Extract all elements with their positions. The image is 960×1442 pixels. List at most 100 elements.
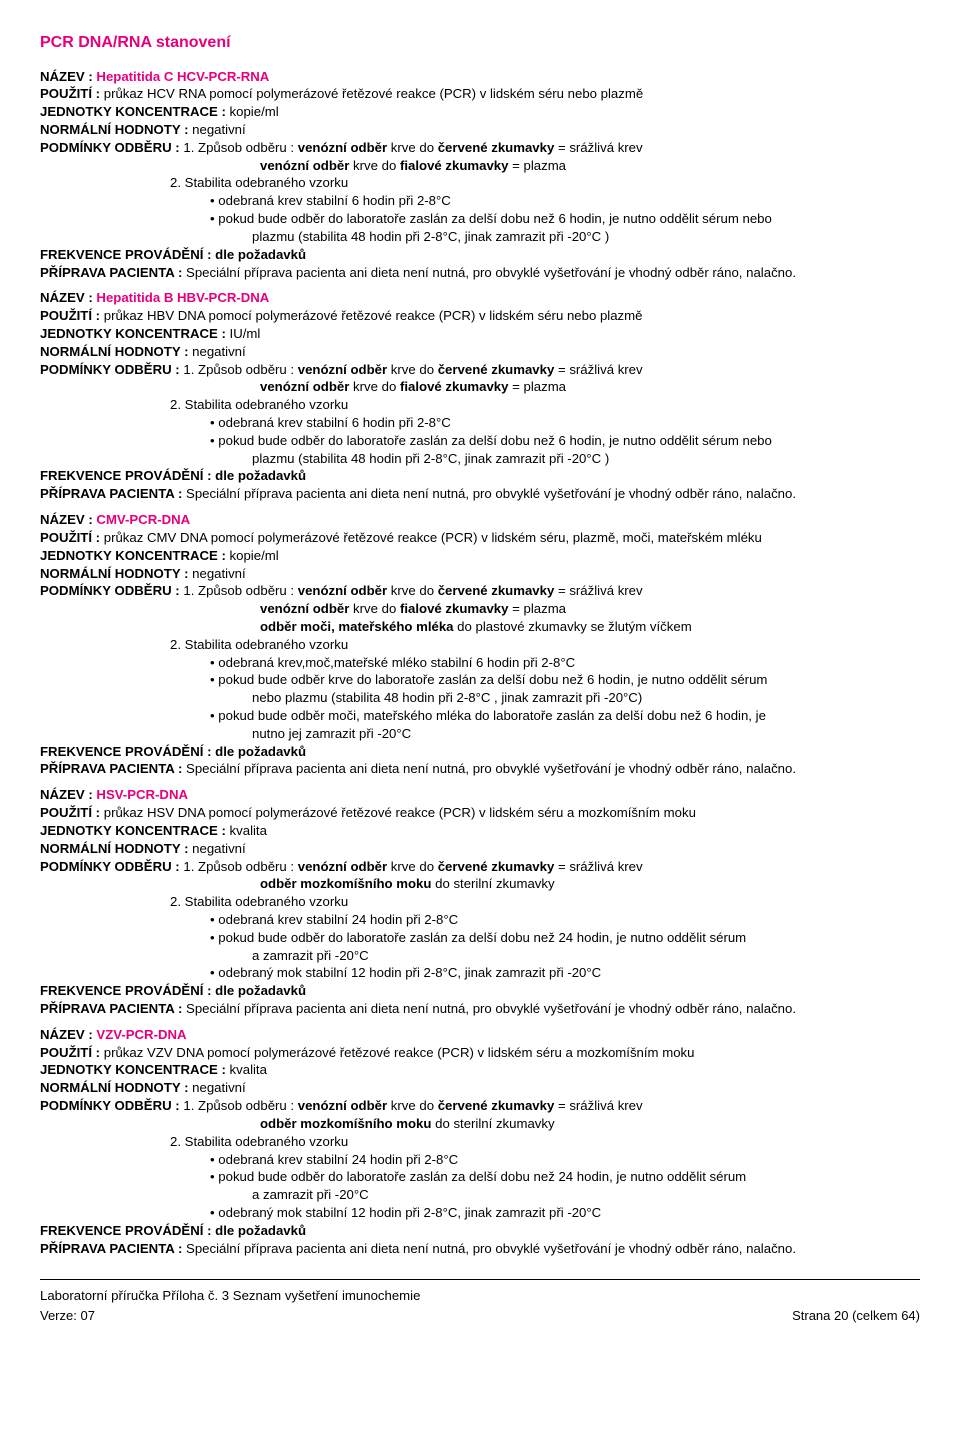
cervena3: = srážlivá krev xyxy=(554,140,642,155)
label-jednotky: JEDNOTKY KONCENTRACE : xyxy=(40,823,226,838)
nazev-cmv: CMV-PCR-DNA xyxy=(96,512,190,527)
label-pouziti: POUŽITÍ : xyxy=(40,1045,100,1060)
entry-vzv: NÁZEV : VZV-PCR-DNA POUŽITÍ : průkaz VZV… xyxy=(40,1026,920,1258)
moci-tail: do plastové zkumavky se žlutým víčkem xyxy=(454,619,692,634)
entry-hsv: NÁZEV : HSV-PCR-DNA POUŽITÍ : průkaz HSV… xyxy=(40,786,920,1018)
label-priprava: PŘÍPRAVA PACIENTA : xyxy=(40,486,182,501)
stabilita-hbv: 2. Stabilita odebraného vzorku xyxy=(40,396,920,414)
fialova3: = plazma xyxy=(508,601,566,616)
vzv-bul3: odebraný mok stabilní 12 hodin při 2-8°C… xyxy=(40,1204,920,1222)
mok-tail: do sterilní zkumavky xyxy=(431,876,554,891)
cervena3: = srážlivá krev xyxy=(554,362,642,377)
priprava-hbv: Speciální příprava pacienta ani dieta ne… xyxy=(186,486,796,501)
nazev-hcv: Hepatitida C HCV-PCR-RNA xyxy=(96,69,269,84)
stabilita-cmv: 2. Stabilita odebraného vzorku xyxy=(40,636,920,654)
pouziti-hbv: průkaz HBV DNA pomocí polymerázové řetěz… xyxy=(104,308,643,323)
fialova2: fialové zkumavky xyxy=(400,158,509,173)
fialova3: = plazma xyxy=(508,158,566,173)
entry-hcv: NÁZEV : Hepatitida C HCV-PCR-RNA POUŽITÍ… xyxy=(40,68,920,282)
label-priprava: PŘÍPRAVA PACIENTA : xyxy=(40,761,182,776)
priprava-cmv: Speciální příprava pacienta ani dieta ne… xyxy=(186,761,796,776)
cervena1: krve do xyxy=(387,140,438,155)
jednotky-hsv: kvalita xyxy=(230,823,267,838)
cervena2: červené zkumavky xyxy=(438,859,555,874)
label-frekvence: FREKVENCE PROVÁDĚNÍ : xyxy=(40,983,211,998)
hbv-bul2b: plazmu (stabilita 48 hodin při 2-8°C, ji… xyxy=(40,450,920,468)
section-title: PCR DNA/RNA stanovení xyxy=(40,32,920,54)
pouziti-cmv: průkaz CMV DNA pomocí polymerázové řetěz… xyxy=(104,530,762,545)
podminky-intro: 1. Způsob odběru : xyxy=(183,583,294,598)
odber-label: venózní odběr xyxy=(298,1098,387,1113)
jednotky-cmv: kopie/ml xyxy=(230,548,279,563)
hbv-bul1: odebraná krev stabilní 6 hodin při 2-8°C xyxy=(40,414,920,432)
cervena3: = srážlivá krev xyxy=(554,583,642,598)
label-pouziti: POUŽITÍ : xyxy=(40,308,100,323)
label-frekvence: FREKVENCE PROVÁDĚNÍ : xyxy=(40,468,211,483)
label-normal: NORMÁLNÍ HODNOTY : xyxy=(40,344,188,359)
footer-page: Strana 20 (celkem 64) xyxy=(792,1307,920,1325)
label-priprava: PŘÍPRAVA PACIENTA : xyxy=(40,1241,182,1256)
label-frekvence: FREKVENCE PROVÁDĚNÍ : xyxy=(40,744,211,759)
mok-line: odběr mozkomíšního moku xyxy=(260,1116,431,1131)
frekvence-vzv: dle požadavků xyxy=(215,1223,306,1238)
nazev-hbv: Hepatitida B HBV-PCR-DNA xyxy=(96,290,269,305)
stabilita-hsv: 2. Stabilita odebraného vzorku xyxy=(40,893,920,911)
vzv-bul2: pokud bude odběr do laboratoře zaslán za… xyxy=(40,1168,920,1186)
hbv-bul2: pokud bude odběr do laboratoře zaslán za… xyxy=(40,432,920,450)
odber-label: venózní odběr xyxy=(298,140,387,155)
fialova2: fialové zkumavky xyxy=(400,379,509,394)
pouziti-hsv: průkaz HSV DNA pomocí polymerázové řetěz… xyxy=(104,805,696,820)
podminky-intro: 1. Způsob odběru : xyxy=(183,859,294,874)
priprava-hcv: Speciální příprava pacienta ani dieta ne… xyxy=(186,265,796,280)
vzv-bul1: odebraná krev stabilní 24 hodin při 2-8°… xyxy=(40,1151,920,1169)
hcv-bul1: odebraná krev stabilní 6 hodin při 2-8°C xyxy=(40,192,920,210)
odber-label2: venózní odběr xyxy=(260,158,349,173)
label-priprava: PŘÍPRAVA PACIENTA : xyxy=(40,265,182,280)
label-jednotky: JEDNOTKY KONCENTRACE : xyxy=(40,104,226,119)
label-nazev: NÁZEV : xyxy=(40,69,93,84)
frekvence-hcv: dle požadavků xyxy=(215,247,306,262)
stabilita-vzv: 2. Stabilita odebraného vzorku xyxy=(40,1133,920,1151)
cervena3: = srážlivá krev xyxy=(554,859,642,874)
normal-vzv: negativní xyxy=(192,1080,246,1095)
cervena2: červené zkumavky xyxy=(438,362,555,377)
footer: Verze: 07 Strana 20 (celkem 64) xyxy=(40,1307,920,1325)
cervena1: krve do xyxy=(387,583,438,598)
jednotky-hcv: kopie/ml xyxy=(230,104,279,119)
cmv-bul1: odebraná krev,moč,mateřské mléko stabiln… xyxy=(40,654,920,672)
cervena3: = srážlivá krev xyxy=(554,1098,642,1113)
label-frekvence: FREKVENCE PROVÁDĚNÍ : xyxy=(40,247,211,262)
normal-hbv: negativní xyxy=(192,344,246,359)
fialova2: fialové zkumavky xyxy=(400,601,509,616)
label-nazev: NÁZEV : xyxy=(40,512,93,527)
podminky-intro: 1. Způsob odběru : xyxy=(183,1098,294,1113)
jednotky-vzv: kvalita xyxy=(230,1062,267,1077)
label-normal: NORMÁLNÍ HODNOTY : xyxy=(40,122,188,137)
vzv-bul2b: a zamrazit při -20°C xyxy=(40,1186,920,1204)
hcv-bul2: pokud bude odběr do laboratoře zaslán za… xyxy=(40,210,920,228)
fialova1: krve do xyxy=(349,601,400,616)
label-pouziti: POUŽITÍ : xyxy=(40,86,100,101)
label-podminky: PODMÍNKY ODBĚRU : xyxy=(40,1098,180,1113)
fialova1: krve do xyxy=(349,158,400,173)
cmv-bul3b: nutno jej zamrazit při -20°C xyxy=(40,725,920,743)
hsv-bul1: odebraná krev stabilní 24 hodin při 2-8°… xyxy=(40,911,920,929)
priprava-hsv: Speciální příprava pacienta ani dieta ne… xyxy=(186,1001,796,1016)
cervena2: červené zkumavky xyxy=(438,583,555,598)
nazev-vzv: VZV-PCR-DNA xyxy=(96,1027,186,1042)
jednotky-hbv: IU/ml xyxy=(230,326,261,341)
cervena1: krve do xyxy=(387,859,438,874)
frekvence-hbv: dle požadavků xyxy=(215,468,306,483)
label-jednotky: JEDNOTKY KONCENTRACE : xyxy=(40,326,226,341)
label-normal: NORMÁLNÍ HODNOTY : xyxy=(40,1080,188,1095)
odber-label: venózní odběr xyxy=(298,362,387,377)
label-nazev: NÁZEV : xyxy=(40,1027,93,1042)
fialova1: krve do xyxy=(349,379,400,394)
label-jednotky: JEDNOTKY KONCENTRACE : xyxy=(40,548,226,563)
podminky-intro: 1. Způsob odběru : xyxy=(183,140,294,155)
label-priprava: PŘÍPRAVA PACIENTA : xyxy=(40,1001,182,1016)
label-normal: NORMÁLNÍ HODNOTY : xyxy=(40,566,188,581)
odber-label: venózní odběr xyxy=(298,859,387,874)
label-normal: NORMÁLNÍ HODNOTY : xyxy=(40,841,188,856)
normal-cmv: negativní xyxy=(192,566,246,581)
